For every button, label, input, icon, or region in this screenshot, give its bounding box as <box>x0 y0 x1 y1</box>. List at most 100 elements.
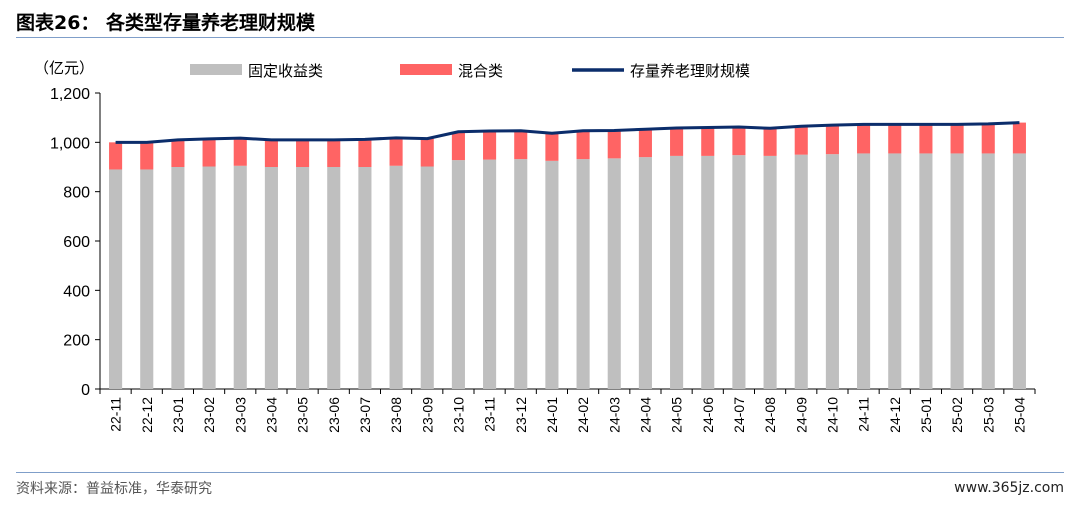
x-tick-label: 24-01 <box>544 397 560 433</box>
bar-fixed-income <box>638 157 652 389</box>
x-tick-label: 24-02 <box>575 397 591 433</box>
x-tick-label: 23-05 <box>295 397 311 433</box>
x-tick-label: 24-05 <box>669 397 685 433</box>
x-tick-label: 24-04 <box>637 397 653 433</box>
x-tick-label: 23-11 <box>482 397 498 432</box>
bar-mixed <box>919 124 933 154</box>
source-note: 资料来源：普益标准，华泰研究 <box>16 481 212 497</box>
bar-mixed <box>701 127 715 156</box>
bar-fixed-income <box>763 155 777 389</box>
legend-label: 混合类 <box>458 62 503 80</box>
x-tick-label: 24-08 <box>762 397 778 433</box>
x-tick-label: 24-10 <box>824 397 840 433</box>
legend-item-total: 存量养老理财规模 <box>572 62 750 80</box>
bar-fixed-income <box>888 153 902 389</box>
bar-fixed-income <box>296 167 310 389</box>
bar-mixed <box>109 142 123 170</box>
x-tick-label: 23-10 <box>450 397 466 433</box>
bar-mixed <box>420 138 434 167</box>
total-line-group <box>115 121 1020 144</box>
x-tick-label: 25-02 <box>949 397 965 433</box>
bar-mixed <box>763 128 777 156</box>
legend-swatch <box>190 64 242 75</box>
bar-fixed-income <box>670 155 684 389</box>
bar-fixed-income <box>607 158 621 389</box>
bar-mixed <box>264 139 278 167</box>
x-tick-label: 23-08 <box>388 397 404 433</box>
y-tick-label: 1,200 <box>50 86 90 103</box>
bar-fixed-income <box>358 167 372 389</box>
bar-fixed-income <box>389 165 403 389</box>
watermark-text: www.365jz.com <box>954 480 1064 496</box>
bar-fixed-income <box>233 165 247 389</box>
x-tick-label: 23-04 <box>263 397 279 433</box>
x-tick-label: 25-01 <box>918 397 934 433</box>
bar-mixed <box>1012 122 1026 154</box>
bar-mixed <box>202 138 216 167</box>
bar-fixed-income <box>981 153 995 389</box>
y-tick-label: 0 <box>81 382 90 399</box>
bar-fixed-income <box>264 167 278 389</box>
x-tick-labels: 22-11 22-12 23-01 23-02 23-03 23-04 23-05 23-06… <box>99 389 1036 433</box>
bar-fixed-income <box>202 166 216 389</box>
bar-mixed <box>358 139 372 167</box>
x-tick-label: 23-06 <box>326 397 342 433</box>
title-divider <box>16 37 1064 38</box>
x-tick-label: 23-09 <box>419 397 435 433</box>
legend-item-mixed: 混合类 <box>400 62 503 80</box>
x-tick-label: 22-12 <box>139 397 155 433</box>
legend: 固定收益类 混合类 存量养老理财规模 <box>190 62 750 80</box>
footer-divider <box>16 472 1064 473</box>
bar-mixed <box>233 138 247 166</box>
x-tick-label: 24-09 <box>793 397 809 433</box>
bars-group <box>109 122 1026 389</box>
y-tick-label: 600 <box>63 234 90 251</box>
bar-mixed <box>171 139 185 167</box>
y-tick-label: 800 <box>63 185 90 202</box>
bar-fixed-income <box>140 169 154 389</box>
bar-fixed-income <box>109 169 123 389</box>
y-tick-label: 1,000 <box>50 135 90 152</box>
bar-mixed <box>389 137 403 166</box>
bar-fixed-income <box>1012 153 1026 389</box>
bar-fixed-income <box>420 166 434 389</box>
x-tick-label: 25-03 <box>980 397 996 433</box>
bar-mixed <box>794 126 808 155</box>
bar-mixed <box>514 130 528 160</box>
x-tick-label: 23-01 <box>170 397 186 433</box>
legend-label: 固定收益类 <box>248 62 323 80</box>
bar-mixed <box>670 128 684 156</box>
bar-mixed <box>451 131 465 161</box>
y-tick-label: 200 <box>63 333 90 350</box>
bar-fixed-income <box>576 159 590 389</box>
line-total-scale <box>115 121 1020 144</box>
x-tick-label: 24-07 <box>731 397 747 433</box>
y-tick-label: 400 <box>63 283 90 300</box>
bar-mixed <box>140 142 154 170</box>
bar-mixed <box>483 130 497 160</box>
bar-fixed-income <box>451 160 465 389</box>
bar-mixed <box>576 130 590 160</box>
x-tick-label: 23-03 <box>232 397 248 433</box>
bar-mixed <box>545 133 559 161</box>
bar-mixed <box>638 129 652 158</box>
bar-fixed-income <box>545 160 559 389</box>
legend-swatch <box>400 64 452 75</box>
bar-mixed <box>607 130 621 159</box>
x-tick-label: 22-11 <box>108 397 124 432</box>
figure-title: 图表26： 各类型存量养老理财规模 <box>16 12 316 34</box>
bar-mixed <box>327 139 341 167</box>
bar-fixed-income <box>825 154 839 389</box>
bar-fixed-income <box>171 167 185 389</box>
bar-mixed <box>296 139 310 167</box>
bar-fixed-income <box>732 155 746 389</box>
bar-fixed-income <box>857 153 871 389</box>
bar-fixed-income <box>950 153 964 389</box>
bar-fixed-income <box>794 154 808 389</box>
bar-mixed <box>888 124 902 154</box>
bar-fixed-income <box>919 153 933 389</box>
x-tick-label: 23-12 <box>513 397 529 433</box>
bar-fixed-income <box>514 159 528 389</box>
bar-mixed <box>857 124 871 154</box>
bar-mixed <box>981 123 995 154</box>
